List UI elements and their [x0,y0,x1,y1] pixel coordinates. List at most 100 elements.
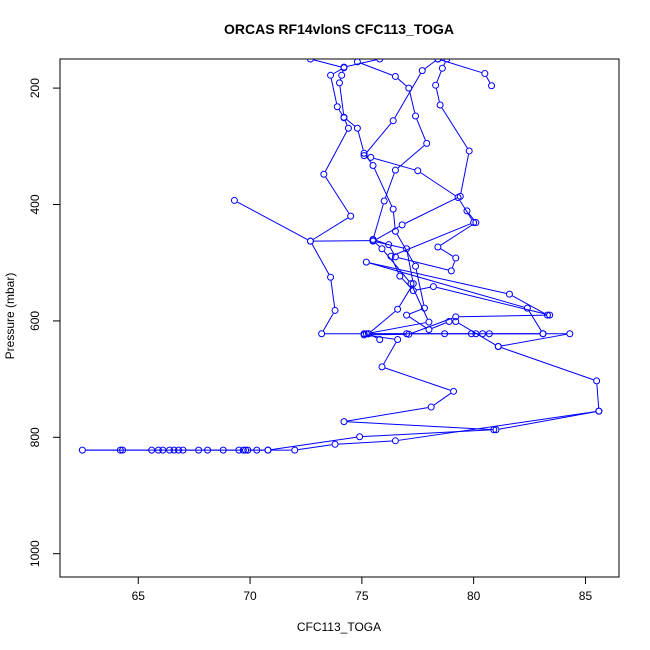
series-line-segment [528,310,542,332]
x-tick-label: 65 [132,589,146,603]
y-axis-label: Pressure (mbar) [3,273,17,360]
data-point [434,243,442,251]
series-3 [353,59,480,275]
data-point [409,280,417,288]
data-point [412,112,420,120]
data-point [566,330,574,338]
series-line-segment [409,91,416,113]
series-line-segment [501,347,594,381]
series-line-segment [440,59,482,74]
series-line-segment [435,88,440,102]
x-axis: 65 70 75 80 85 [132,577,593,603]
x-tick-label: 85 [579,589,593,603]
data-point [452,313,460,321]
series-line-segment [596,384,600,408]
data-point [116,446,124,454]
data-point [362,330,370,338]
data-point [360,149,368,157]
series-line-segment [369,262,525,308]
series-line-segment [346,118,356,127]
data-point [340,63,348,71]
data-point [78,446,86,454]
series-line-segment [416,118,426,141]
series-line-segment [501,333,567,347]
series-line-segment [325,176,350,214]
series-line-segment [298,444,332,451]
series-line-segment [237,201,308,241]
data-point [405,330,413,338]
data-point [463,207,471,215]
data-point [360,152,368,160]
data-point [389,117,397,125]
series-line-segment [397,78,407,87]
series-line-segment [357,131,364,151]
data-point [338,71,346,79]
series-line-segment [347,59,377,67]
data-point [394,336,402,344]
data-point [166,446,174,454]
series-line-segment [313,59,341,68]
data-point [154,446,162,454]
series-line-segment [433,392,452,406]
series-line-segment [412,286,428,320]
data-point [148,446,156,454]
data-point [456,192,464,200]
data-point [398,221,406,229]
data-point [465,147,473,155]
chart-title: ORCAS RF14vlonS CFC113_TOGA [224,21,454,37]
data-point [235,446,243,454]
data-point [420,304,428,312]
data-point [436,101,444,109]
series-line-segment [393,223,471,256]
series-line-segment [397,145,425,169]
series-line-segment [375,226,400,240]
series-line-segment [374,168,393,207]
data-point [353,59,361,66]
data-point [403,311,411,319]
data-point [543,311,551,319]
series-line-segment [376,241,404,249]
y-tick-label: 600 [28,311,42,331]
data-point [418,67,426,75]
data-point [380,197,388,205]
series-line-segment [333,68,342,75]
series-line-segment [459,200,473,220]
data-point [391,166,399,174]
data-point [362,258,370,266]
data-point [239,446,247,454]
series-line-segment [468,213,475,221]
series-line-segment [375,242,380,247]
series-line-segment [330,78,338,104]
data-point [378,245,386,253]
series-line-segment [512,295,545,314]
series-line-segment [360,62,393,76]
series-line-segment [458,322,496,346]
data-point [546,311,554,319]
data-point [378,363,386,371]
y-tick-label: 800 [28,427,42,447]
data-point [539,330,547,338]
series-line-segment [415,269,425,305]
data-point [394,305,402,313]
data-point [488,82,496,90]
data-point [595,407,603,415]
data-point [472,219,480,227]
data-point [336,79,343,87]
data-point [367,153,375,161]
data-point [369,162,377,170]
series-line-segment [398,411,596,441]
x-axis-label: CFC113_TOGA [297,620,381,634]
data-point [376,336,384,344]
series-5 [365,59,473,344]
series-line-segment [344,120,348,126]
series-line-segment [347,421,493,431]
series-line-segment [443,61,446,66]
series-line-segment [370,311,396,332]
data-point [494,343,502,351]
data-point [396,272,404,280]
data-point [391,72,399,80]
data-point [353,124,361,132]
series-line-segment [440,248,454,257]
